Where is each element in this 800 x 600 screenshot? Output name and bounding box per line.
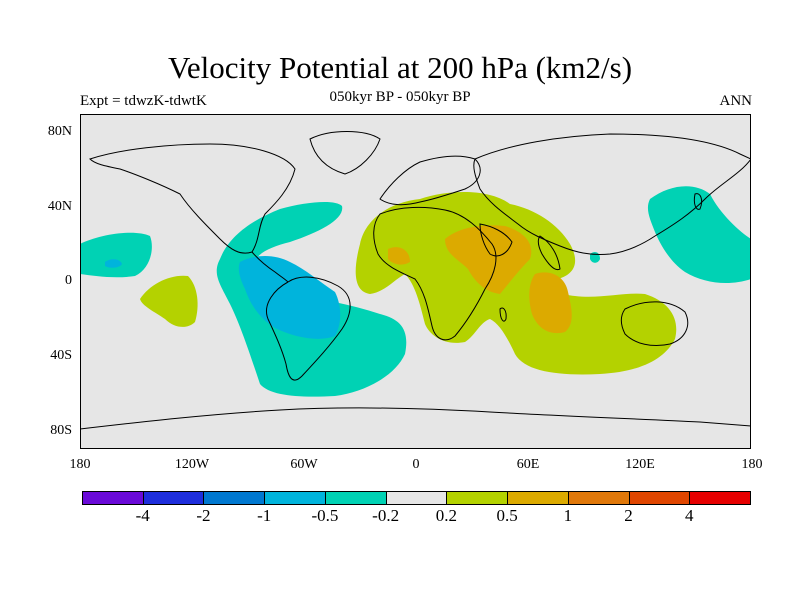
colorbar-segment [142, 491, 205, 505]
neg-region-west-pacific [647, 186, 751, 284]
plot-title: Velocity Potential at 200 hPa (km2/s) [167, 50, 633, 85]
x-tick-120e: 120E [625, 457, 655, 472]
y-tick-80n: 80N [47, 124, 72, 139]
colorbar-label: -0.5 [311, 506, 339, 525]
colorbar-label: 0.2 [435, 506, 457, 525]
pos-core-arabia [445, 225, 532, 294]
pos-core-indian-ocean [529, 272, 572, 334]
colorbar-label: 1 [563, 506, 573, 525]
coastlines [80, 131, 751, 430]
colorbar-segment [628, 491, 691, 505]
plot-subtitle: 050kyr BP - 050kyr BP [329, 89, 471, 105]
x-tick-60w: 60W [290, 457, 318, 472]
pos-region-east-pacific [140, 275, 198, 327]
neg-core-south-america [238, 256, 341, 339]
colorbar-segment [385, 491, 448, 505]
colorbar-label: -0.2 [372, 506, 400, 525]
colorbar-segment [567, 491, 630, 505]
y-tick-80s: 80S [50, 423, 72, 438]
colorbar-segment [203, 491, 266, 505]
colorbar-label: -2 [196, 506, 211, 525]
y-tick-0: 0 [65, 273, 72, 288]
neg-core-pacific [105, 259, 122, 268]
x-tick-180w: 180 [69, 457, 91, 472]
season-label: ANN [719, 93, 753, 109]
x-tick-60e: 60E [516, 457, 540, 472]
x-tick-180e: 180 [741, 457, 763, 472]
y-tick-40n: 40N [47, 199, 72, 214]
map-border [80, 114, 751, 449]
x-tick-120w: 120W [174, 457, 210, 472]
colorbar-label: -1 [257, 506, 272, 525]
colorbar-label: 2 [624, 506, 633, 525]
colorbar-segment [324, 491, 387, 505]
colorbar-label: 0.5 [496, 506, 518, 525]
x-tick-0: 0 [412, 457, 420, 472]
colorbar-segment [82, 491, 144, 505]
pos-region-africa-indian [355, 192, 677, 375]
colorbar [82, 491, 751, 505]
colorbar-segment [689, 491, 751, 505]
colorbar-segment [446, 491, 509, 505]
pos-core-west-africa [388, 247, 410, 265]
colorbar-segment [507, 491, 569, 505]
neg-region-pacific [80, 232, 152, 278]
experiment-label: Expt = tdwzK-tdwtK [80, 93, 207, 109]
y-tick-40s: 40S [50, 348, 72, 363]
colorbar-label: -4 [135, 506, 150, 525]
colorbar-segment [264, 491, 326, 505]
velocity-potential-map [80, 114, 751, 449]
colorbar-label: 4 [685, 506, 694, 525]
map-panel [80, 114, 751, 449]
